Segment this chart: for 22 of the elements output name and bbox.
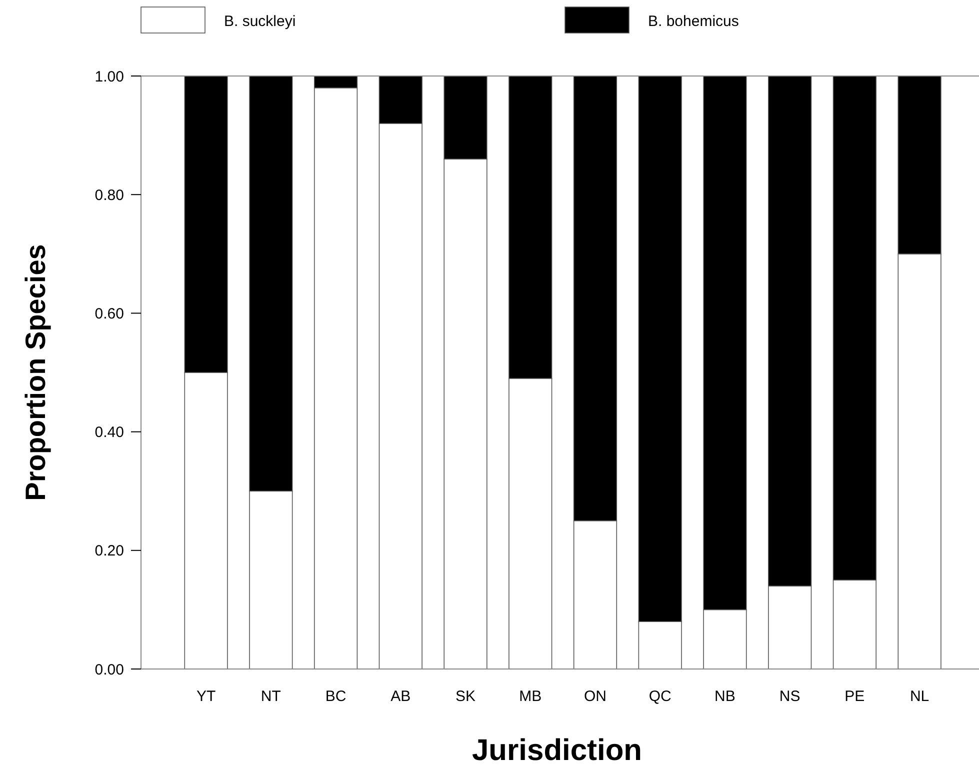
y-axis-title: Proportion Species	[20, 244, 51, 501]
x-tick-label: NS	[779, 688, 800, 705]
x-tick-label: SK	[456, 688, 476, 705]
y-tick-label: 0.20	[94, 542, 124, 560]
x-tick-label: QC	[648, 688, 672, 705]
x-tick-label: NB	[714, 688, 736, 705]
x-tick-label: ON	[584, 688, 606, 705]
x-axis-title: Jurisdiction	[472, 734, 642, 767]
legend-label: B. suckleyi	[224, 13, 296, 30]
x-tick-label: NT	[260, 688, 281, 705]
x-tick-label: BC	[325, 688, 346, 705]
y-tick-label: 0.40	[94, 424, 124, 442]
x-tick-label: PE	[844, 688, 865, 705]
legend-label: B. bohemicus	[648, 13, 739, 30]
x-tick-label: AB	[390, 688, 411, 705]
x-tick-label: MB	[519, 688, 542, 705]
y-tick-label: 0.00	[94, 661, 124, 678]
y-tick-label: 0.60	[94, 305, 124, 322]
x-tick-label: YT	[196, 688, 216, 705]
y-tick-label: 0.80	[94, 186, 124, 204]
x-tick-label: NL	[910, 688, 930, 705]
y-tick-label: 1.00	[94, 68, 124, 86]
